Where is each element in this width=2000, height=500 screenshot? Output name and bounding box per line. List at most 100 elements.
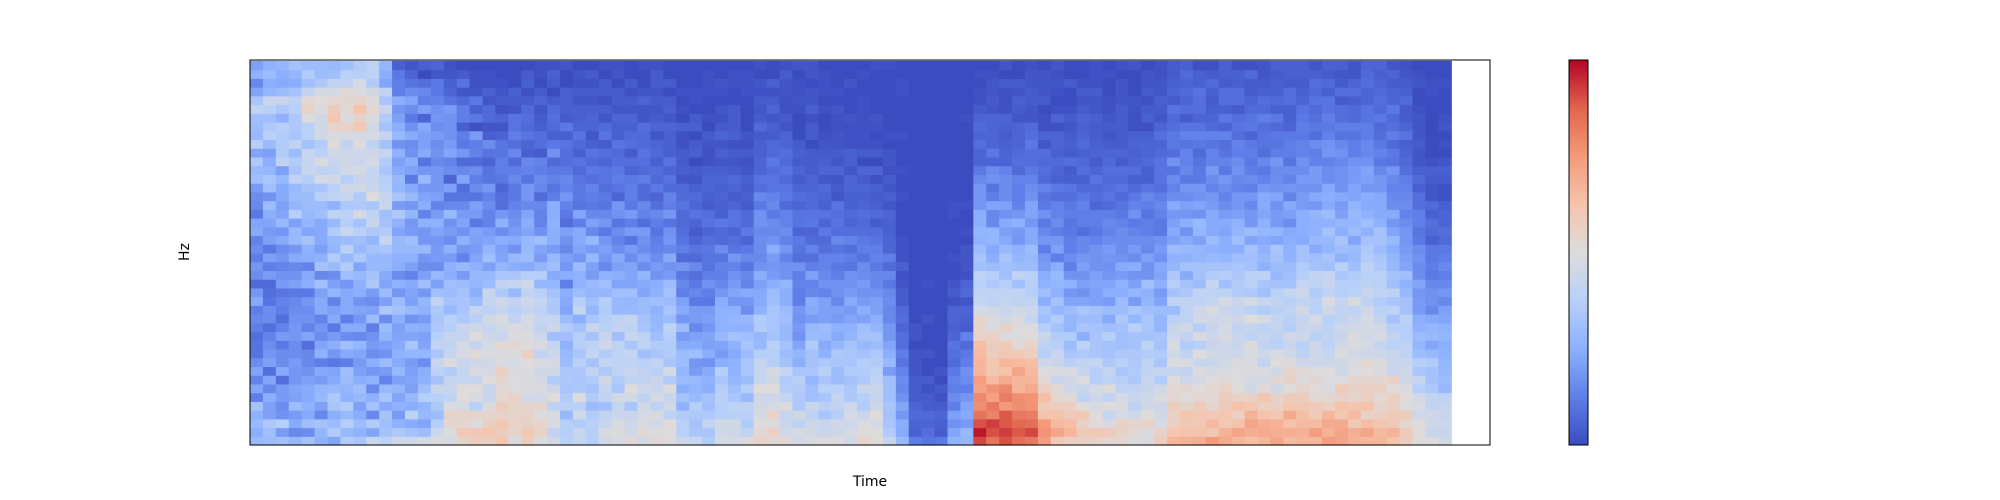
heatmap-cell [663, 244, 677, 254]
heatmap-cell [1399, 340, 1414, 350]
heatmap-cell [689, 375, 703, 385]
heatmap-cell [1205, 270, 1220, 280]
heatmap-cell [895, 165, 910, 175]
heatmap-cell [1270, 418, 1284, 429]
heatmap-cell [572, 270, 587, 280]
heatmap-cell [650, 200, 664, 210]
heatmap-cell [1373, 60, 1388, 71]
heatmap-cell [1063, 322, 1078, 333]
heatmap-cell [1244, 226, 1259, 237]
heatmap-cell [1102, 348, 1117, 359]
heatmap-cell [1283, 314, 1297, 324]
heatmap-cell [547, 156, 561, 167]
heatmap-cell [1438, 348, 1452, 359]
heatmap-cell [572, 348, 587, 359]
heatmap-cell [1425, 226, 1439, 237]
heatmap-cell [417, 366, 432, 376]
heatmap-cell [650, 410, 664, 420]
heatmap-cell [534, 348, 548, 359]
heatmap-cell [973, 87, 987, 97]
heatmap-cell [405, 375, 419, 385]
heatmap-cell [637, 392, 652, 402]
heatmap-cell [1141, 383, 1155, 394]
heatmap-cell [611, 401, 626, 411]
heatmap-cell [857, 218, 871, 228]
heatmap-cell [482, 121, 497, 132]
heatmap-cell [534, 427, 548, 437]
heatmap-cell [947, 121, 962, 132]
heatmap-cell [1399, 436, 1414, 446]
heatmap-cell [1412, 401, 1427, 411]
heatmap-cell [1347, 69, 1362, 79]
heatmap-cell [1257, 252, 1272, 263]
heatmap-cell [1025, 340, 1039, 350]
heatmap-cell [1128, 183, 1142, 193]
heatmap-cell [1309, 226, 1323, 237]
heatmap-cell [327, 121, 342, 132]
heatmap-cell [908, 165, 923, 175]
heatmap-cell [1296, 401, 1310, 411]
heatmap-cell [585, 139, 600, 149]
heatmap-cell [637, 183, 652, 193]
heatmap-cell [379, 139, 393, 149]
heatmap-cell [702, 69, 716, 79]
heatmap-cell [960, 156, 974, 167]
heatmap-cell [1180, 244, 1194, 254]
heatmap-cell [1180, 279, 1194, 289]
heatmap-cell [1037, 392, 1052, 402]
heatmap-cell [1373, 69, 1388, 79]
heatmap-cell [598, 314, 613, 324]
heatmap-cell [1425, 174, 1439, 184]
heatmap-cell [1347, 252, 1362, 263]
heatmap-cell [921, 427, 936, 437]
heatmap-cell [1438, 95, 1452, 106]
heatmap-cell [1425, 331, 1439, 341]
heatmap-cell [650, 340, 664, 350]
heatmap-cell [392, 113, 406, 123]
heatmap-cell [250, 252, 264, 263]
heatmap-cell [1218, 314, 1233, 324]
heatmap-cell [844, 392, 858, 402]
heatmap-cell [560, 226, 574, 237]
heatmap-cell [1399, 148, 1414, 158]
heatmap-cell [1244, 410, 1259, 420]
heatmap-cell [1412, 366, 1427, 376]
heatmap-cell [482, 296, 497, 306]
heatmap-cell [663, 436, 677, 446]
heatmap-cell [417, 87, 432, 97]
heatmap-cell [1296, 104, 1310, 114]
heatmap-cell [508, 148, 522, 158]
heatmap-cell [947, 218, 962, 228]
heatmap-cell [1360, 244, 1375, 254]
heatmap-cell [495, 165, 509, 175]
heatmap-cell [353, 252, 367, 263]
heatmap-cell [1412, 270, 1427, 280]
heatmap-cell [392, 322, 406, 333]
heatmap-cell [740, 104, 755, 114]
heatmap-cell [650, 331, 664, 341]
heatmap-cell [779, 383, 794, 394]
heatmap-cell [1218, 174, 1233, 184]
heatmap-cell [663, 322, 677, 333]
heatmap-cell [275, 183, 290, 193]
heatmap-cell [818, 357, 832, 368]
heatmap-cell [572, 401, 587, 411]
heatmap-cell [1167, 436, 1181, 446]
heatmap-cell [663, 383, 677, 394]
heatmap-cell [650, 348, 664, 359]
heatmap-cell [986, 436, 1000, 446]
heatmap-cell [611, 244, 626, 254]
heatmap-cell [844, 375, 858, 385]
heatmap-cell [585, 121, 600, 132]
heatmap-cell [844, 235, 858, 245]
heatmap-cell [1257, 60, 1272, 71]
heatmap-cell [1296, 418, 1310, 429]
heatmap-cell [405, 130, 419, 141]
heatmap-cell [934, 427, 949, 437]
heatmap-cell [327, 174, 342, 184]
heatmap-cell [1025, 418, 1039, 429]
heatmap-cell [585, 427, 600, 437]
heatmap-cell [508, 95, 522, 106]
heatmap-cell [1025, 78, 1039, 88]
heatmap-cell [740, 113, 755, 123]
